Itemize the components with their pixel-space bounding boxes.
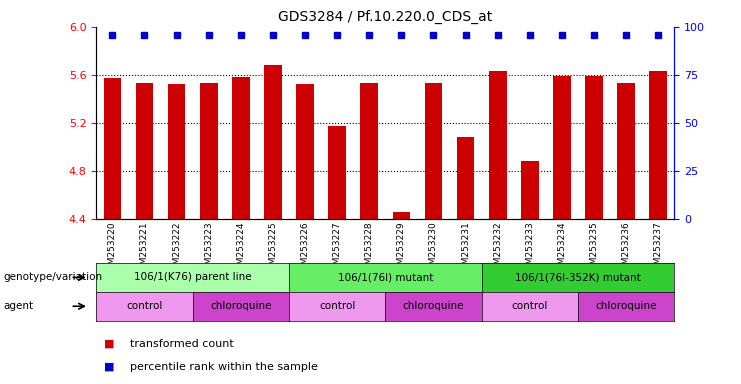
Bar [136, 83, 153, 219]
Text: genotype/variation: genotype/variation [4, 272, 103, 283]
Bar [425, 83, 442, 219]
Text: ■: ■ [104, 362, 114, 372]
Bar [360, 83, 378, 219]
Bar [264, 65, 282, 219]
Bar [232, 77, 250, 219]
Text: 106/1(K76) parent line: 106/1(K76) parent line [134, 272, 251, 283]
Bar [649, 71, 667, 219]
Text: percentile rank within the sample: percentile rank within the sample [130, 362, 318, 372]
Text: ■: ■ [104, 339, 114, 349]
Bar [456, 137, 474, 219]
Title: GDS3284 / Pf.10.220.0_CDS_at: GDS3284 / Pf.10.220.0_CDS_at [278, 10, 493, 25]
Bar [521, 161, 539, 219]
Text: agent: agent [4, 301, 34, 311]
Text: 106/1(76I-352K) mutant: 106/1(76I-352K) mutant [515, 272, 641, 283]
Bar [296, 84, 314, 219]
Bar [553, 76, 571, 219]
Text: chloroquine: chloroquine [210, 301, 271, 311]
Bar [104, 78, 122, 219]
Bar [393, 212, 411, 219]
Text: control: control [319, 301, 356, 311]
Text: 106/1(76I) mutant: 106/1(76I) mutant [338, 272, 433, 283]
Text: control: control [126, 301, 163, 311]
Bar [617, 83, 635, 219]
Bar [585, 76, 603, 219]
Bar [167, 84, 185, 219]
Text: transformed count: transformed count [130, 339, 233, 349]
Text: control: control [511, 301, 548, 311]
Text: chloroquine: chloroquine [596, 301, 657, 311]
Bar [200, 83, 218, 219]
Bar [328, 126, 346, 219]
Text: chloroquine: chloroquine [403, 301, 464, 311]
Bar [489, 71, 507, 219]
